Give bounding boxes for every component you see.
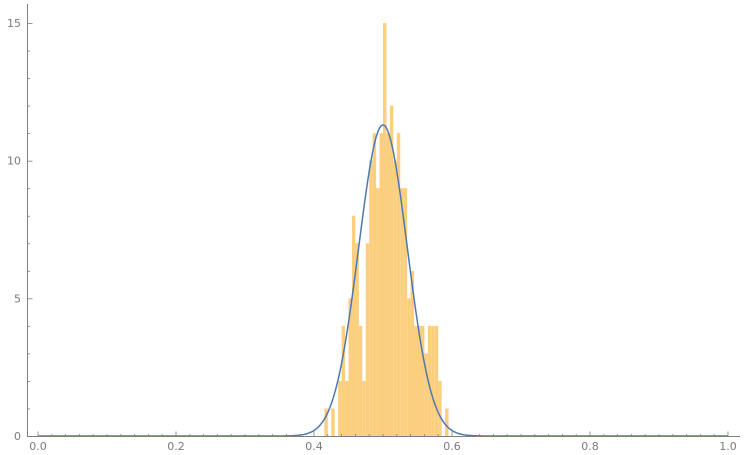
histogram-bar	[386, 133, 390, 436]
histogram-bar	[348, 298, 352, 436]
histogram-bar	[338, 380, 342, 436]
histogram-bar	[403, 188, 408, 436]
histogram-bar	[400, 188, 404, 436]
histogram-bar	[351, 215, 356, 436]
histogram-bars	[324, 23, 449, 437]
histogram-bar	[379, 133, 383, 436]
y-tick-label: 10	[7, 155, 21, 168]
y-tick-label: 15	[7, 17, 21, 30]
histogram-bar	[372, 133, 377, 436]
histogram-bar	[362, 380, 366, 436]
x-tick-label: 0.0	[29, 440, 47, 453]
x-tick-label: 0.6	[443, 440, 461, 453]
histogram-bar	[355, 243, 359, 436]
histogram-bar	[410, 270, 415, 436]
x-tick-label: 0.8	[581, 440, 599, 453]
y-tick-label: 0	[14, 430, 21, 443]
histogram-bar	[431, 325, 435, 436]
tick-labels: 0.0 0.2 0.4 0.6 0.8 1.0 0 5 10 15	[7, 17, 737, 453]
histogram-bar	[383, 23, 387, 436]
histogram-bar	[396, 133, 401, 436]
histogram-bar	[438, 380, 442, 436]
histogram-bar	[393, 160, 397, 437]
histogram-bar	[389, 105, 394, 436]
histogram-bar	[324, 408, 328, 436]
axes	[27, 4, 740, 437]
histogram-bar	[331, 408, 335, 436]
histogram-bar	[407, 298, 411, 436]
y-tick-label: 5	[14, 292, 21, 305]
histogram-bar	[358, 325, 363, 436]
x-tick-label: 0.4	[305, 440, 323, 453]
histogram-bar	[424, 353, 428, 436]
histogram-bar	[445, 408, 449, 436]
histogram-bar	[345, 380, 349, 436]
histogram-bar	[414, 325, 418, 436]
histogram-bar	[434, 325, 439, 436]
x-tick-label: 0.2	[167, 440, 185, 453]
histogram-bar	[376, 188, 380, 436]
histogram-bar	[427, 325, 432, 436]
histogram-bar	[369, 160, 373, 437]
histogram-bar	[420, 325, 425, 436]
histogram-bar	[417, 325, 421, 436]
histogram-bar	[365, 243, 370, 436]
x-tick-label: 1.0	[719, 440, 737, 453]
histogram-bar	[341, 325, 346, 436]
